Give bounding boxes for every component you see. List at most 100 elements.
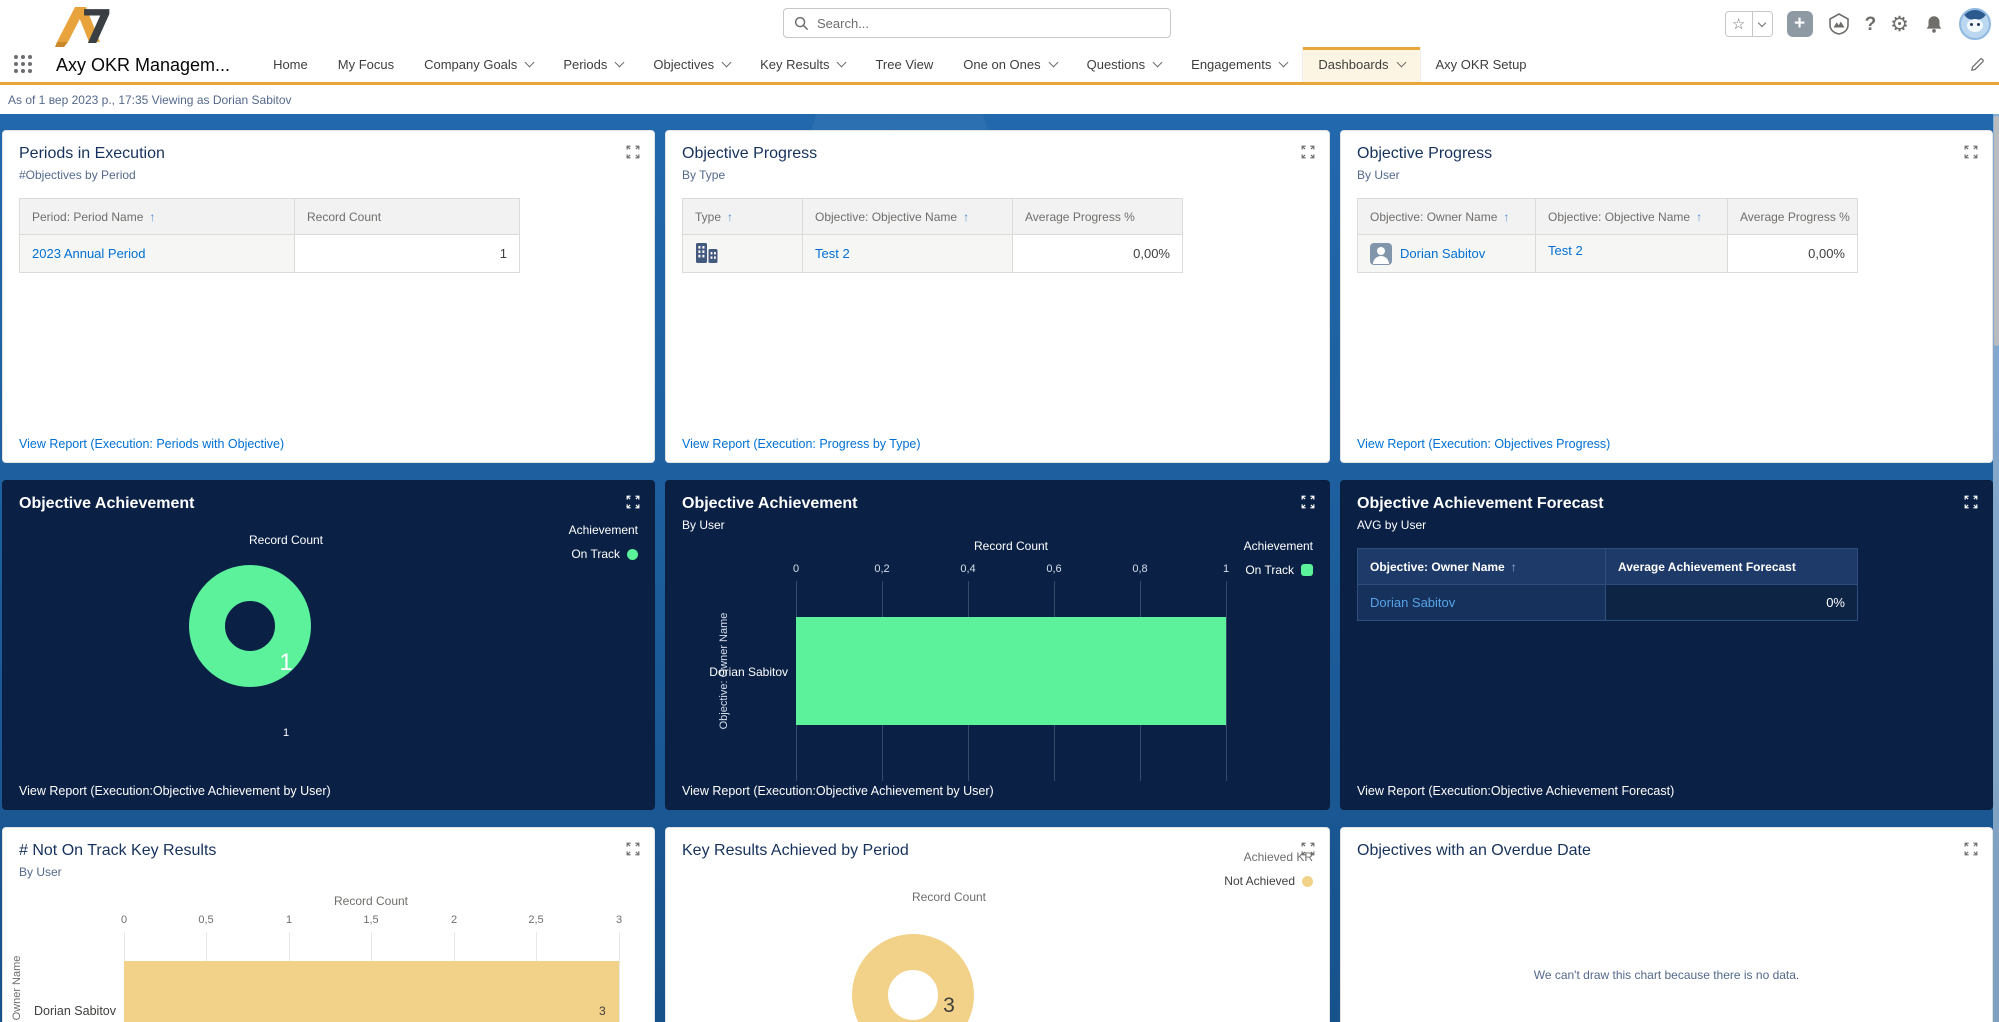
favorites-control[interactable]: ☆ <box>1724 11 1773 37</box>
chart-value-label: Record Count <box>248 533 324 547</box>
tab-dashboards[interactable]: Dashboards <box>1302 47 1421 82</box>
user-avatar-icon <box>1370 242 1392 265</box>
x-tick: 2,5 <box>528 914 544 926</box>
card-objective-achievement-donut: Objective Achievement Record Count 1 1 A… <box>2 480 655 810</box>
expand-icon[interactable] <box>1301 145 1315 159</box>
expand-icon[interactable] <box>1301 495 1315 509</box>
forecast-table: Objective: Owner Name ↑ Average Achieveme… <box>1357 548 1858 621</box>
tab-company-goals[interactable]: Company Goals <box>409 47 548 82</box>
x-tick: 0,8 <box>1132 563 1148 575</box>
tab-periods[interactable]: Periods <box>548 47 638 82</box>
card-subtitle: By User <box>682 518 725 532</box>
table-row: Dorian Sabitov Test 2 0,00% <box>1357 234 1858 273</box>
notifications-bell-icon[interactable] <box>1923 13 1945 35</box>
card-subtitle: #Objectives by Period <box>19 168 136 182</box>
column-header-owner-name[interactable]: Objective: Owner Name ↑ <box>1357 198 1536 235</box>
expand-icon[interactable] <box>626 145 640 159</box>
card-subtitle: AVG by User <box>1357 518 1427 532</box>
tab-home[interactable]: Home <box>273 57 308 72</box>
trailhead-icon[interactable] <box>1827 12 1851 36</box>
chevron-down-icon[interactable] <box>1278 57 1289 68</box>
view-report-link[interactable]: View Report (Execution: Progress by Type… <box>682 437 921 451</box>
owner-link[interactable]: Dorian Sabitov <box>1400 246 1486 261</box>
average-progress-value: 0,00% <box>1727 234 1858 273</box>
tab-axy-okr-setup[interactable]: Axy OKR Setup <box>1435 57 1527 72</box>
view-report-link[interactable]: View Report (Execution: Objectives Progr… <box>1357 437 1611 451</box>
column-header-average-progress[interactable]: Average Progress % <box>1727 198 1858 235</box>
table-row: Dorian Sabitov 0% <box>1357 584 1858 621</box>
expand-icon[interactable] <box>1964 495 1978 509</box>
column-header-type[interactable]: Type ↑ <box>682 198 803 235</box>
bar-on-track[interactable] <box>796 617 1226 725</box>
legend-item-on-track[interactable]: On Track <box>571 547 638 561</box>
user-avatar[interactable] <box>1959 8 1991 40</box>
objective-link[interactable]: Test 2 <box>815 246 850 261</box>
view-report-link[interactable]: View Report (Execution:Objective Achieve… <box>1357 784 1675 798</box>
favorites-dropdown-icon[interactable] <box>1751 12 1772 36</box>
column-header-average-forecast[interactable]: Average Achievement Forecast <box>1605 548 1858 585</box>
period-link[interactable]: 2023 Annual Period <box>32 246 146 261</box>
logo-gold-fold <box>55 42 68 47</box>
expand-icon[interactable] <box>626 842 640 856</box>
chevron-down-icon[interactable] <box>837 57 847 68</box>
x-tick: 0,5 <box>198 914 214 926</box>
legend-swatch-yellow <box>1302 875 1313 887</box>
help-icon[interactable]: ? <box>1864 13 1877 35</box>
view-report-link[interactable]: View Report (Execution: Periods with Obj… <box>19 437 285 451</box>
expand-icon[interactable] <box>1301 842 1315 856</box>
tab-my-focus[interactable]: My Focus <box>337 57 395 72</box>
bar-not-on-track[interactable] <box>124 961 619 1022</box>
dashboard-canvas: Periods in Execution #Objectives by Peri… <box>0 114 1999 1022</box>
app-launcher-icon[interactable] <box>14 55 36 77</box>
tab-engagements[interactable]: Engagements <box>1176 47 1302 82</box>
column-header-record-count[interactable]: Record Count <box>294 198 520 235</box>
average-progress-value: 0,00% <box>1012 234 1183 273</box>
edit-nav-pencil-icon[interactable] <box>1970 57 1985 72</box>
chevron-down-icon[interactable] <box>524 57 535 68</box>
search-input[interactable] <box>817 15 1137 31</box>
favorite-star-icon[interactable]: ☆ <box>1731 16 1746 33</box>
card-objectives-overdue-date: Objectives with an Overdue Date We can't… <box>1340 827 1993 1022</box>
bar-value-label: 3 <box>599 1004 606 1018</box>
chevron-down-icon[interactable] <box>721 57 732 68</box>
scrollbar-thumb[interactable] <box>1993 116 1999 346</box>
x-axis-title: Record Count <box>333 894 409 908</box>
x-axis-title: Record Count <box>973 539 1049 553</box>
card-key-results-achieved-by-period: Key Results Achieved by Period Achieved … <box>665 827 1330 1022</box>
table-row: Test 2 0,00% <box>682 234 1183 273</box>
column-header-owner-name[interactable]: Objective: Owner Name ↑ <box>1357 548 1606 585</box>
tab-tree-view[interactable]: Tree View <box>875 57 934 72</box>
expand-icon[interactable] <box>626 495 640 509</box>
x-tick: 0,2 <box>874 563 890 575</box>
chevron-down-icon[interactable] <box>614 57 625 68</box>
chevron-down-icon[interactable] <box>1048 57 1059 68</box>
tab-objectives[interactable]: Objectives <box>638 47 745 82</box>
global-actions-icon[interactable]: + <box>1786 11 1813 37</box>
tab-key-results[interactable]: Key Results <box>745 47 860 82</box>
column-header-average-progress[interactable]: Average Progress % <box>1012 198 1183 235</box>
legend-item-on-track[interactable]: On Track <box>1245 563 1313 577</box>
expand-icon[interactable] <box>1964 145 1978 159</box>
sort-ascending-icon: ↑ <box>149 209 156 224</box>
objective-link[interactable]: Test 2 <box>1548 243 1583 258</box>
legend-item-not-achieved[interactable]: Not Achieved <box>1224 874 1313 888</box>
column-header-period-name[interactable]: Period: Period Name ↑ <box>19 198 295 235</box>
chevron-down-icon[interactable] <box>1396 57 1406 68</box>
setup-gear-icon[interactable]: ⚙ <box>1890 12 1909 36</box>
column-header-objective-name[interactable]: Objective: Objective Name ↑ <box>1535 198 1728 235</box>
vertical-scrollbar[interactable] <box>1993 114 1999 1022</box>
donut-chart-on-track[interactable] <box>189 565 311 687</box>
view-report-link[interactable]: View Report (Execution:Objective Achieve… <box>19 784 331 798</box>
card-subtitle: By User <box>19 865 62 879</box>
view-report-link[interactable]: View Report (Execution:Objective Achieve… <box>682 784 994 798</box>
sort-ascending-icon: ↑ <box>727 209 734 224</box>
record-count-value: 1 <box>294 234 520 273</box>
donut-chart-not-achieved[interactable] <box>852 934 974 1022</box>
chevron-down-icon[interactable] <box>1152 57 1163 68</box>
tab-one-on-ones[interactable]: One on Ones <box>948 47 1071 82</box>
column-header-objective-name[interactable]: Objective: Objective Name ↑ <box>802 198 1013 235</box>
owner-link[interactable]: Dorian Sabitov <box>1370 595 1456 610</box>
tab-questions[interactable]: Questions <box>1072 47 1177 82</box>
global-search[interactable] <box>783 8 1171 38</box>
expand-icon[interactable] <box>1964 842 1978 856</box>
